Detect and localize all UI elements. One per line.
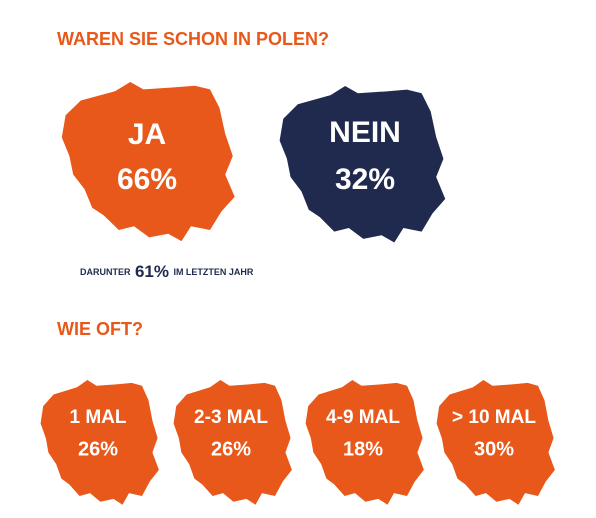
frequency-label: 2-3 MAL	[194, 407, 268, 428]
frequency-value: 26%	[78, 438, 118, 460]
frequency-label: 1 MAL	[70, 407, 127, 428]
note-prefix: DARUNTER	[80, 267, 131, 277]
frequency-value: 26%	[211, 438, 251, 460]
section-title: WIE OFT?	[57, 319, 143, 339]
answer-value: 66%	[117, 163, 177, 196]
answer-label: JA	[128, 118, 166, 151]
frequency-label: 4-9 MAL	[326, 407, 400, 428]
note-suffix: IM LETZTEN JAHR	[173, 267, 253, 277]
frequency-value: 30%	[474, 438, 514, 460]
map-shape	[61, 82, 235, 242]
note-value: 61%	[135, 262, 169, 281]
frequency-row: 1 MAL 26% 2-3 MAL 26% 4-9 MAL 18% > 10 MAL 30%	[40, 380, 555, 505]
frequency-value: 18%	[343, 438, 383, 460]
frequency-label: > 10 MAL	[452, 407, 536, 428]
title: WAREN SIE SCHON IN POLEN?	[57, 29, 329, 49]
note: DARUNTER 61% IM LETZTEN JAHR	[80, 262, 254, 281]
answer-label: NEIN	[329, 116, 401, 149]
answer-value: 32%	[335, 163, 395, 196]
